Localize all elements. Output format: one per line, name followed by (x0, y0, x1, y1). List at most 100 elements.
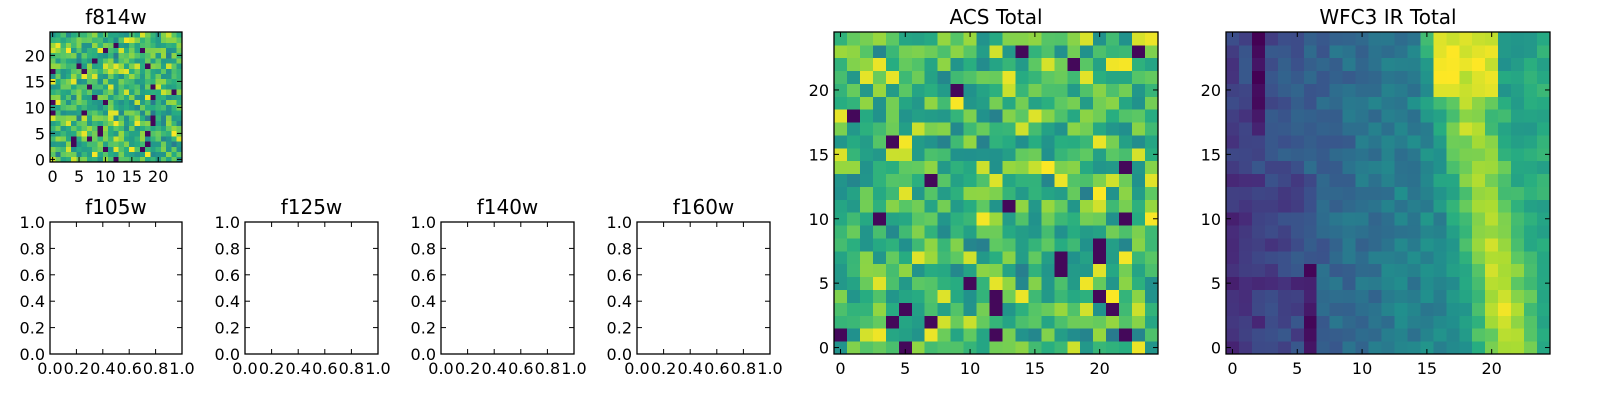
heatmap-cell (911, 147, 926, 162)
heatmap-cell (123, 104, 130, 111)
heatmap-cell (160, 73, 167, 80)
heatmap-cell (1524, 199, 1538, 213)
heatmap-cell (108, 115, 114, 121)
heatmap-cell (1119, 341, 1133, 355)
heatmap-cell (81, 110, 88, 116)
heatmap-cell (1028, 302, 1042, 316)
heatmap-cell (859, 302, 874, 316)
heatmap-cell (166, 37, 172, 43)
heatmap-cell (134, 58, 141, 64)
heatmap-cell (1119, 315, 1133, 329)
wfc3-ir-total-axes-frame (1225, 31, 1551, 355)
heatmap-cell (1446, 186, 1460, 200)
heatmap-cell (1093, 186, 1107, 200)
heatmap-cell (1093, 83, 1107, 97)
heatmap-cell (1485, 147, 1499, 162)
heatmap-cell (118, 125, 125, 132)
heatmap-cell (1290, 109, 1305, 123)
heatmap-cell (885, 32, 900, 46)
f140w-xtick-label-0-8: 0.8 (535, 359, 560, 378)
heatmap-cell (1238, 173, 1253, 187)
heatmap-cell (1420, 83, 1434, 97)
heatmap-cell (989, 199, 1003, 213)
heatmap-cell (963, 96, 977, 110)
heatmap-cell (1041, 160, 1055, 175)
heatmap-cell (1329, 199, 1344, 213)
heatmap-cell (139, 58, 146, 64)
heatmap-cell (872, 70, 887, 84)
heatmap-cell (846, 225, 861, 239)
heatmap-cell (1106, 160, 1120, 175)
heatmap-cell (1238, 83, 1253, 97)
heatmap-cell (1002, 32, 1016, 46)
heatmap-cell (976, 199, 990, 213)
heatmap-cell (872, 276, 887, 290)
heatmap-cell (1394, 135, 1408, 149)
heatmap-cell (1394, 173, 1408, 187)
heatmap-cell (1226, 212, 1240, 226)
heatmap-cell (834, 32, 848, 46)
heatmap-cell (113, 104, 120, 111)
heatmap-cell (1407, 225, 1421, 239)
heatmap-cell (171, 99, 178, 106)
heatmap-cell (60, 78, 67, 85)
heatmap-cell (963, 109, 977, 123)
heatmap-cell (1226, 250, 1240, 265)
heatmap-cell (1119, 238, 1133, 252)
heatmap-cell (160, 47, 167, 54)
heatmap-cell (924, 328, 939, 342)
heatmap-cell (1290, 83, 1305, 97)
heatmap-cell (160, 125, 167, 132)
heatmap-cell (950, 32, 964, 46)
heatmap-cell (834, 315, 848, 329)
heatmap-cell (108, 94, 114, 100)
heatmap-cell (1316, 109, 1331, 123)
heatmap-cell (1054, 250, 1068, 265)
heatmap-cell (911, 289, 926, 303)
heatmap-cell (1329, 83, 1344, 97)
heatmap-cell (1028, 315, 1042, 329)
heatmap-cell (911, 250, 926, 265)
f814w-xtick-label-15: 15 (122, 167, 142, 186)
acs-total-ytick-label-15: 15 (809, 145, 829, 164)
heatmap-cell (1498, 83, 1512, 97)
heatmap-cell (1080, 32, 1094, 46)
heatmap-cell (1537, 328, 1551, 342)
heatmap-cell (898, 212, 913, 226)
heatmap-cell (166, 99, 172, 106)
heatmap-cell (1238, 341, 1253, 355)
heatmap-cell (50, 58, 56, 64)
heatmap-cell (1381, 328, 1395, 342)
heatmap-cell (1277, 96, 1292, 110)
heatmap-cell (1264, 70, 1279, 84)
heatmap-cell (1433, 173, 1447, 187)
heatmap-cell (145, 141, 151, 147)
f105w-xtick-label-0-2: 0.2 (64, 359, 89, 378)
heatmap-cell (1067, 250, 1081, 265)
heatmap-cell (113, 37, 120, 43)
heatmap-cell (71, 78, 77, 85)
heatmap-cell (118, 89, 125, 95)
acs-total-xtick-label-15: 15 (1025, 359, 1045, 378)
heatmap-cell (1041, 186, 1055, 200)
heatmap-cell (139, 68, 146, 74)
heatmap-cell (859, 83, 874, 97)
heatmap-cell (1420, 302, 1434, 316)
heatmap-cell (150, 84, 156, 90)
heatmap-cell (1041, 135, 1055, 149)
heatmap-cell (1067, 122, 1081, 136)
heatmap-cell (1119, 276, 1133, 290)
heatmap-cell (108, 52, 114, 59)
heatmap-cell (1381, 212, 1395, 226)
heatmap-cell (1251, 250, 1266, 265)
heatmap-cell (1054, 328, 1068, 342)
heatmap-cell (898, 341, 913, 355)
heatmap-cell (1381, 83, 1395, 97)
heatmap-cell (1067, 341, 1081, 355)
heatmap-cell (102, 110, 109, 116)
heatmap-cell (139, 141, 146, 147)
heatmap-cell (1498, 96, 1512, 110)
heatmap-cell (118, 110, 125, 116)
heatmap-cell (950, 212, 964, 226)
